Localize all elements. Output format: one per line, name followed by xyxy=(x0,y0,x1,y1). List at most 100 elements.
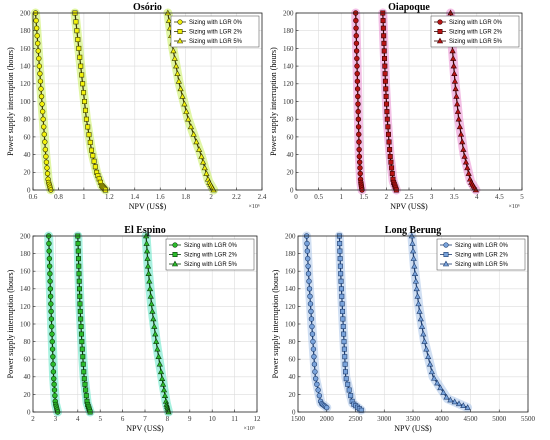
data-point xyxy=(91,158,97,164)
data-point xyxy=(342,354,348,360)
data-point xyxy=(314,381,320,388)
data-point xyxy=(46,240,52,247)
data-point xyxy=(355,108,361,115)
legend: Sizing with LGR 0% Sizing with LGR 2% Sizi… xyxy=(436,238,526,271)
data-point xyxy=(75,37,81,43)
legend-marker-triangle xyxy=(171,260,179,267)
data-point xyxy=(311,361,318,367)
y-tick-label: 200 xyxy=(283,9,294,17)
data-point xyxy=(79,346,85,352)
x-tick-label: 2.5 xyxy=(405,193,414,201)
y-tick-label: 40 xyxy=(24,151,32,159)
data-point xyxy=(155,353,162,359)
data-point xyxy=(454,108,462,114)
data-point xyxy=(461,153,468,159)
data-point xyxy=(200,158,207,165)
panel-title: El Espino xyxy=(124,225,165,236)
data-point xyxy=(306,286,313,292)
legend: Sizing with LGR 0% Sizing with LGR 2% Sizi… xyxy=(165,238,255,271)
x-tick-label: 6 xyxy=(121,415,125,423)
x-tick-label: 3.5 xyxy=(450,193,459,201)
y-tick-label: 120 xyxy=(285,303,296,311)
data-point xyxy=(47,278,53,284)
data-point xyxy=(381,48,387,54)
data-point xyxy=(42,146,49,153)
y-tick-label: 200 xyxy=(20,9,31,17)
data-point xyxy=(381,33,387,39)
x-tick-label: 4500 xyxy=(464,415,479,423)
data-point xyxy=(38,93,45,100)
data-point xyxy=(47,293,54,300)
data-point xyxy=(383,86,389,92)
x-tick-label: 1 xyxy=(82,193,86,201)
data-point xyxy=(76,263,82,269)
data-point xyxy=(47,286,54,292)
data-point xyxy=(385,131,391,137)
legend-entry-label: Sizing with LGR 5% xyxy=(449,39,503,45)
data-point xyxy=(181,100,188,107)
data-point xyxy=(87,139,93,145)
data-point xyxy=(50,361,56,367)
data-point xyxy=(456,123,463,130)
data-point xyxy=(305,263,311,269)
data-point xyxy=(157,368,165,375)
x-tick-label: 2000 xyxy=(320,415,335,423)
y-tick-label: 180 xyxy=(20,27,31,35)
chart-panel-3: 2 3 4 5 6 7 8 9 10 11 1202040608010012014016018020… xyxy=(6,225,261,433)
data-point xyxy=(37,78,44,84)
legend-marker-circle xyxy=(172,242,178,248)
x-tick-label: 0.5 xyxy=(314,193,323,201)
legend-entry-label: Sizing with LGR 5% xyxy=(189,39,243,45)
y-tick-label: 140 xyxy=(20,285,31,293)
data-point xyxy=(36,55,42,62)
data-point xyxy=(76,278,82,284)
data-point xyxy=(462,158,470,165)
data-point xyxy=(46,263,53,269)
data-point xyxy=(146,277,153,284)
y-tick-label: 160 xyxy=(20,45,31,53)
x-tick-label: 2.2 xyxy=(232,193,241,201)
data-point xyxy=(81,376,87,382)
y-tick-label: 100 xyxy=(285,320,296,328)
data-point xyxy=(47,271,53,277)
data-point xyxy=(410,255,417,261)
data-point xyxy=(73,19,79,25)
data-point xyxy=(449,47,456,54)
x-tick-label: 10 xyxy=(209,415,217,423)
data-point xyxy=(307,301,314,307)
data-point xyxy=(308,316,315,322)
data-point xyxy=(457,130,465,137)
y-tick-label: 200 xyxy=(285,232,296,240)
y-tick-label: 200 xyxy=(20,232,31,240)
data-point xyxy=(149,307,156,314)
data-point xyxy=(312,369,318,375)
y-axis-label: Power supply interruption (hours) xyxy=(269,47,278,156)
data-point xyxy=(385,124,391,130)
data-point xyxy=(381,40,387,46)
data-point xyxy=(80,354,86,360)
data-point xyxy=(35,48,41,54)
data-point xyxy=(78,316,84,322)
data-point xyxy=(411,270,419,277)
data-point xyxy=(80,81,86,87)
y-tick-label: 160 xyxy=(283,45,294,53)
data-point xyxy=(341,331,347,337)
data-point xyxy=(355,124,362,130)
data-point xyxy=(34,33,40,39)
data-point xyxy=(89,147,95,153)
data-point xyxy=(342,369,348,375)
data-point xyxy=(83,116,89,122)
y-tick-label: 100 xyxy=(20,98,31,106)
data-point xyxy=(153,338,160,344)
data-point xyxy=(171,55,178,61)
data-point xyxy=(341,339,347,345)
data-point xyxy=(85,124,91,130)
data-point xyxy=(345,381,351,387)
data-point xyxy=(309,331,316,337)
data-point xyxy=(145,270,152,277)
data-point xyxy=(44,170,51,177)
data-point xyxy=(416,307,423,314)
x-tick-label: 1.5 xyxy=(359,193,368,201)
y-tick-label: 80 xyxy=(24,338,32,346)
data-point xyxy=(418,323,426,329)
